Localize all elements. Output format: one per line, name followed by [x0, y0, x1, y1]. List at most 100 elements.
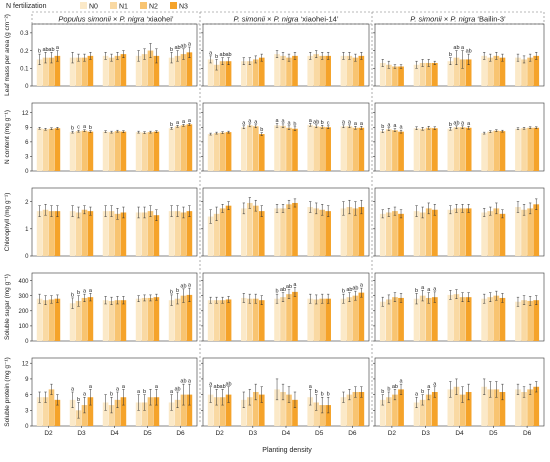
significance-letter: a	[254, 119, 258, 125]
bar-d6-n3	[533, 386, 540, 426]
bar-d5-n3	[499, 392, 506, 426]
bar-d2-n0	[207, 216, 214, 256]
bar-d4-n1	[108, 300, 115, 341]
bar-d2-n3	[225, 61, 232, 86]
bar-d6-n1	[346, 207, 353, 256]
bar-d2-n3	[225, 394, 232, 426]
bar-d4-n2	[286, 394, 292, 426]
bar-d3-n3	[431, 62, 438, 86]
bar-d2-n1	[213, 397, 220, 426]
significance-letter: a	[89, 384, 93, 390]
significance-letter: a	[433, 381, 437, 387]
bar-d5-n1	[313, 299, 320, 341]
bar-d4-n0	[274, 125, 280, 171]
bar-d6-n3	[533, 55, 540, 86]
x-tick-label-d3: D3	[422, 430, 431, 437]
bar-d2-n0	[36, 59, 43, 86]
bar-d4-n1	[453, 127, 460, 171]
bar-d2-n3	[398, 213, 404, 256]
bar-d5-n0	[135, 298, 142, 341]
bar-d3-n1	[75, 131, 82, 171]
genotype-title-1: Populus simonii × P. nigra ‘xiaohei’	[58, 15, 174, 24]
significance-letter: a	[83, 289, 87, 295]
bar-d2-n3	[398, 131, 404, 171]
bar-d5-n1	[487, 211, 494, 256]
y-axis-title-soluble-protein: Soluble protein (mg g⁻¹)	[4, 357, 11, 427]
bar-d4-n0	[274, 208, 280, 256]
bar-d2-n1	[385, 212, 392, 256]
bar-d5-n0	[481, 55, 488, 86]
y-tick-label: 6	[25, 393, 29, 399]
bar-d4-n2	[114, 213, 121, 256]
bar-d5-n0	[307, 397, 314, 426]
bar-d4-n3	[120, 54, 127, 86]
bar-d4-n3	[465, 208, 472, 256]
significance-letter: b	[170, 289, 173, 295]
significance-letter: a	[287, 120, 291, 126]
bar-d3-n0	[413, 298, 420, 341]
significance-letter: a	[116, 387, 120, 393]
significance-letter: a	[188, 379, 192, 385]
panel-leaf-mass-g1: 00.10.20.3b ab ab a b ab ab a	[20, 23, 198, 90]
bar-d6-n2	[180, 212, 187, 256]
bar-d6-n2	[352, 208, 359, 256]
bar-d2-n0	[379, 62, 386, 86]
bar-d5-n1	[313, 126, 320, 171]
bar-d3-n0	[69, 211, 76, 256]
bar-d3-n1	[419, 399, 426, 426]
significance-letter: ab	[174, 387, 180, 393]
significance-letter: a	[309, 384, 313, 390]
significance-letter: ab	[220, 384, 226, 390]
bar-d4-n2	[286, 57, 292, 86]
bar-d4-n3	[465, 59, 472, 86]
bar-d2-n0	[379, 213, 386, 256]
significance-letter: a	[242, 120, 246, 126]
significance-letter: b	[215, 54, 218, 60]
bar-d5-n2	[319, 405, 326, 426]
significance-letter: ab	[280, 287, 286, 293]
bar-d3-n3	[87, 397, 94, 426]
y-tick-label: 12	[22, 111, 29, 117]
panel-frame	[202, 187, 370, 257]
panel-frame	[31, 187, 198, 257]
bar-d4-n2	[286, 204, 292, 256]
bar-d4-n1	[280, 125, 286, 171]
significance-letter: a	[399, 125, 403, 131]
bar-d6-n3	[186, 394, 193, 426]
bar-d5-n1	[141, 297, 148, 341]
bar-d4-n1	[280, 208, 286, 256]
significance-letter: a	[293, 282, 297, 288]
significance-letter: b	[143, 389, 146, 395]
bar-d2-n1	[385, 64, 392, 86]
bar-d5-n3	[325, 211, 331, 256]
bar-d5-n1	[487, 389, 494, 426]
significance-letter: a	[415, 392, 419, 398]
bar-d5-n0	[481, 386, 488, 426]
significance-letter: b	[387, 387, 390, 393]
bar-d4-n3	[465, 127, 472, 171]
bar-d6-n3	[533, 204, 540, 256]
bar-d4-n1	[453, 57, 460, 86]
bar-d5-n2	[493, 208, 500, 256]
bar-d2-n1	[213, 213, 220, 256]
y-tick-label: 3	[25, 409, 29, 415]
significance-letter: b	[71, 292, 74, 298]
bar-d3-n0	[241, 127, 247, 171]
bar-d6-n0	[168, 300, 175, 341]
bar-d2-n1	[385, 299, 392, 341]
bar-d4-n0	[447, 61, 454, 86]
y-tick-label: 0.2	[20, 49, 29, 55]
significance-letter: b	[327, 392, 330, 398]
bar-d2-n0	[36, 397, 43, 426]
bar-d4-n0	[102, 211, 109, 256]
significance-letter: ab	[214, 384, 220, 390]
significance-letter: a	[461, 45, 465, 51]
panel-row-chlorophyll: Chlorophyll (mg g⁻¹) 0 1 2	[4, 187, 545, 260]
legend-label-n3: N3	[179, 4, 188, 11]
bar-d2-n2	[48, 389, 55, 426]
significance-letter: a	[182, 119, 186, 125]
bar-d2-n0	[207, 394, 214, 426]
bar-d4-n3	[120, 131, 127, 171]
